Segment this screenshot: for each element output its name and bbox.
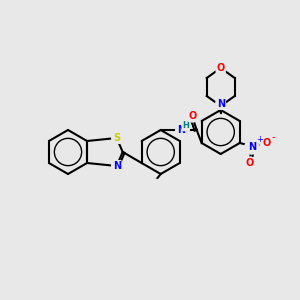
Text: O: O	[262, 138, 271, 148]
Text: O: O	[189, 111, 197, 121]
Circle shape	[188, 112, 198, 122]
Text: -: -	[272, 132, 275, 142]
Text: N: N	[177, 125, 185, 135]
Text: O: O	[246, 158, 254, 168]
Text: S: S	[113, 133, 120, 143]
Circle shape	[112, 161, 122, 171]
Text: N: N	[248, 142, 256, 152]
Circle shape	[245, 140, 259, 154]
Circle shape	[149, 179, 161, 191]
Circle shape	[245, 157, 255, 167]
Circle shape	[112, 133, 122, 143]
Circle shape	[216, 63, 226, 73]
Circle shape	[260, 137, 272, 149]
Circle shape	[176, 125, 186, 135]
Text: H: H	[182, 122, 189, 130]
Text: O: O	[217, 63, 225, 73]
Text: +: +	[256, 135, 262, 144]
Text: N: N	[217, 99, 225, 109]
Text: N: N	[112, 161, 121, 171]
Circle shape	[216, 99, 226, 109]
